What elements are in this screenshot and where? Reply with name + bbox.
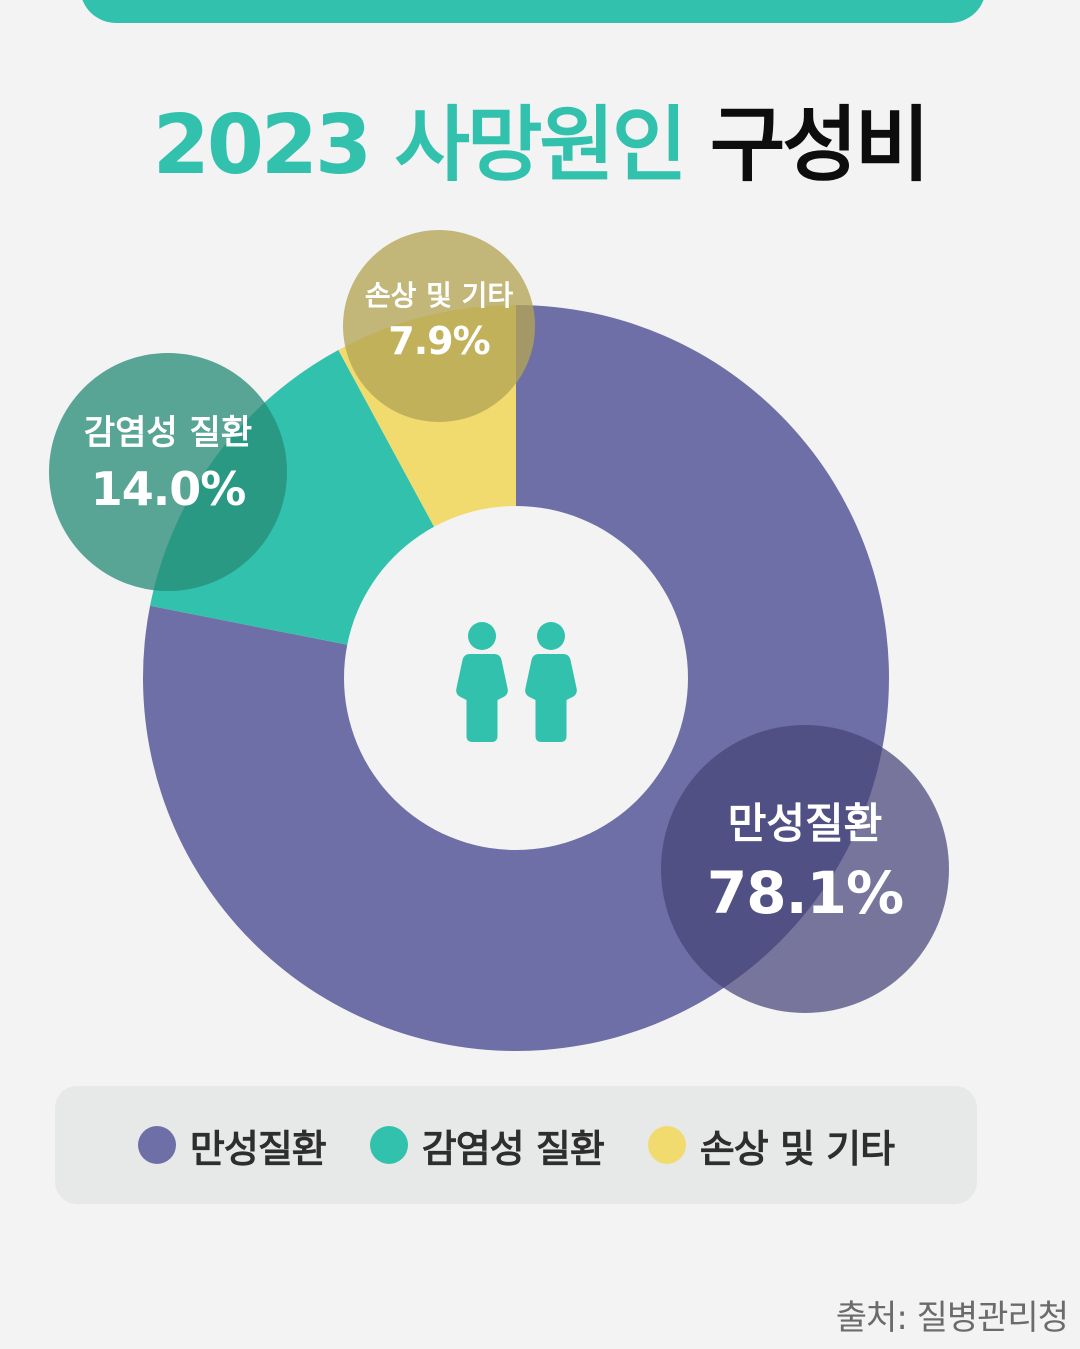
- legend-item-other: 손상 및 기타: [647, 1118, 895, 1173]
- bubble-infectious: 감염성 질환 14.0%: [49, 353, 287, 591]
- legend-dot-icon: [647, 1126, 686, 1164]
- two-people-icon: [456, 622, 577, 742]
- bubble-infectious-value: 14.0%: [90, 461, 247, 516]
- legend-item-infectious: 감염성 질환: [369, 1118, 605, 1173]
- legend-item-chronic: 만성질환: [137, 1118, 327, 1173]
- bubble-chronic-label: 만성질환: [727, 799, 883, 848]
- legend-dot-icon: [369, 1126, 408, 1164]
- bubble-other: 손상 및 기타 7.9%: [343, 230, 535, 422]
- page-title: 2023 사망원인 구성비: [0, 96, 1080, 196]
- top-banner: [80, 0, 986, 23]
- donut-hole: [344, 506, 688, 850]
- bubble-chronic: 만성질환 78.1%: [661, 725, 949, 1013]
- bubble-other-label: 손상 및 기타: [364, 279, 514, 313]
- legend-label: 감염성 질환: [421, 1126, 605, 1171]
- title-dark: 구성비: [709, 98, 930, 193]
- legend-label: 손상 및 기타: [699, 1126, 895, 1171]
- legend-dot-icon: [137, 1126, 176, 1164]
- source-note: 출처: 질병관리청: [835, 1298, 1069, 1338]
- chart-legend: 만성질환 감염성 질환 손상 및 기타: [55, 1086, 977, 1204]
- bubble-other-value: 7.9%: [388, 319, 490, 363]
- title-accent: 2023 사망원인: [152, 98, 688, 193]
- legend-label: 만성질환: [189, 1126, 327, 1171]
- bubble-infectious-label: 감염성 질환: [83, 413, 253, 453]
- bubble-chronic-value: 78.1%: [706, 859, 904, 928]
